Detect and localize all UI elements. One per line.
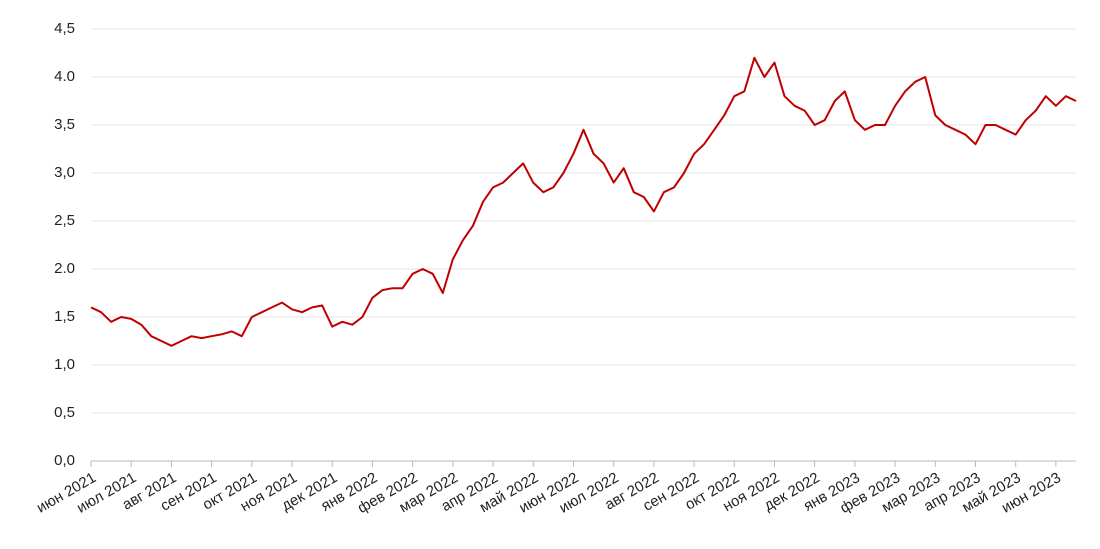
y-tick-label: 1,0 (54, 356, 75, 373)
y-tick-label: 3,0 (54, 164, 75, 181)
y-tick-label: 3,5 (54, 116, 75, 133)
y-tick-label: 1,5 (54, 308, 75, 325)
y-tick-label: 2.0 (54, 260, 75, 277)
y-tick-label: 4.0 (54, 68, 75, 85)
y-tick-label: 2,5 (54, 212, 75, 229)
series-line (90, 56, 1077, 347)
y-tick-label: 4,5 (54, 20, 75, 37)
y-tick-label: 0,0 (54, 452, 75, 469)
y-tick-label: 0,5 (54, 404, 75, 421)
